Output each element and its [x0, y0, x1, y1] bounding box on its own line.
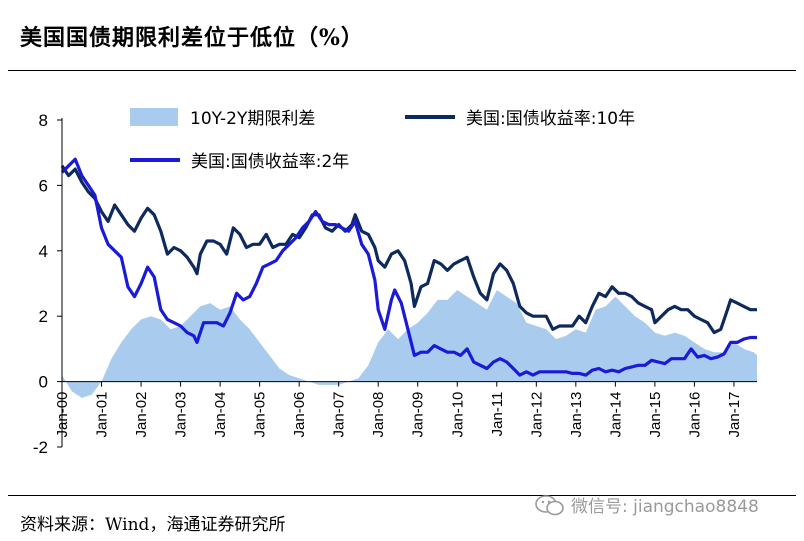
y-tick-label: -2: [33, 438, 48, 457]
x-tick-label: Jan-09: [410, 392, 427, 438]
x-tick-label: Jan-07: [331, 392, 348, 438]
legend-label-spread: 10Y-2Y期限利差: [190, 109, 315, 129]
source-note: 资料来源：Wind，海通证券研究所: [20, 515, 286, 535]
x-tick-label: Jan-08: [370, 392, 387, 438]
legend-label-2y: 美国:国债收益率:2年: [191, 152, 349, 172]
plot-area: -2 0 2 4 6 8 Jan-00 Jan-01 Jan-02 Jan-03 Jan-04 Jan…: [33, 111, 757, 457]
source-divider: [8, 495, 796, 496]
x-tick-label: Jan-01: [94, 392, 111, 438]
title-divider: [8, 70, 796, 71]
x-tick-label: Jan-15: [647, 392, 664, 438]
x-tick-label: Jan-17: [726, 392, 743, 438]
page-title: 美国国债期限利差位于低位（%）: [20, 25, 364, 51]
x-tick-label: Jan-02: [133, 392, 150, 438]
series-area-spread: [62, 290, 757, 398]
watermark: 微信号: jiangchao8848: [535, 492, 759, 517]
y-tick-label: 4: [39, 242, 48, 261]
legend: 10Y-2Y期限利差 美国:国债收益率:10年 美国:国债收益率:2年: [130, 108, 635, 172]
x-tick-label: Jan-05: [252, 392, 269, 438]
x-tick-label: Jan-04: [212, 392, 229, 438]
series-line-10y: [60, 164, 757, 335]
legend-label-10y: 美国:国债收益率:10年: [466, 109, 635, 129]
watermark-text: 微信号: jiangchao8848: [571, 497, 759, 517]
x-tick-label: Jan-00: [54, 392, 71, 438]
x-tick-label: Jan-06: [291, 392, 308, 438]
x-tick-label: Jan-11: [489, 392, 506, 437]
y-tick-label: 2: [39, 307, 48, 326]
x-tick-label: Jan-16: [686, 392, 703, 438]
x-tick-label: Jan-10: [449, 392, 466, 438]
legend-swatch-spread: [130, 108, 178, 126]
x-tick-label: Jan-12: [528, 392, 545, 438]
yield-chart: -2 0 2 4 6 8 Jan-00 Jan-01 Jan-02 Jan-03 Jan-04 Jan…: [33, 108, 757, 457]
wechat-icon: [535, 494, 564, 515]
y-tick-label: 6: [39, 176, 48, 195]
series-line-2y: [60, 157, 757, 377]
x-tick-label: Jan-13: [568, 392, 585, 438]
x-tick-label: Jan-14: [607, 392, 624, 438]
y-tick-label: 8: [39, 111, 48, 130]
x-tick-label: Jan-03: [173, 392, 190, 438]
y-tick-label: 0: [39, 373, 48, 392]
